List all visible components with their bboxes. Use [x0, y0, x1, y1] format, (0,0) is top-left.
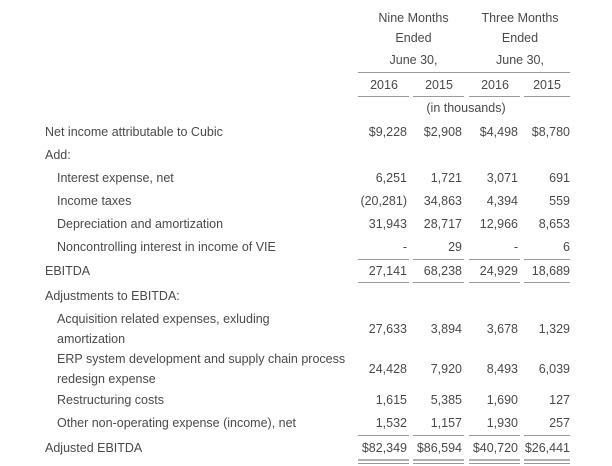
row-adjusted-ebitda-value: $82,349 — [361, 441, 407, 455]
row-label-erp-system: ERP system development and supply chain … — [57, 352, 346, 366]
row-acquisition-expenses-value: 3,894 — [430, 322, 462, 336]
row-acquisition-expenses-value: 1,329 — [538, 322, 570, 336]
row-adjusted-ebitda-value: $26,441 — [524, 441, 570, 455]
row-label-income-taxes: Income taxes — [57, 194, 132, 208]
row-income-taxes-value: (20,281) — [360, 194, 407, 208]
row-noncontrolling-interest-value: - — [402, 240, 407, 254]
nine-months-header-line2: Ended — [395, 31, 432, 45]
row-adjusted-ebitda-value: $40,720 — [472, 441, 518, 455]
row-ebitda-value: 24,929 — [479, 264, 518, 278]
subtotal-rule-col4 — [524, 259, 570, 260]
row-label-net-income: Net income attributable to Cubic — [45, 125, 223, 139]
grand-total-double-rule-col4 — [524, 459, 570, 461]
row-label-noncontrolling-interest: Noncontrolling interest in income of VIE — [57, 240, 276, 254]
row-acquisition-expenses-value: 27,633 — [368, 322, 407, 336]
grand-total-double-rule-col2 — [413, 459, 464, 461]
row-interest-expense-value: 691 — [549, 171, 570, 185]
year-header-col3: 2016 — [481, 78, 509, 92]
row-net-income-value: $4,498 — [479, 125, 518, 139]
grand-total-second-rule-col2 — [413, 463, 464, 464]
ebitda-rule-col1 — [358, 282, 409, 283]
total-rule-col2 — [413, 435, 464, 436]
row-interest-expense-value: 3,071 — [486, 171, 518, 185]
total-rule-col4 — [524, 435, 570, 436]
subtotal-rule-col3 — [469, 259, 520, 260]
subtotal-rule-col1 — [358, 259, 409, 260]
row-other-non-operating-value: 1,930 — [486, 416, 518, 430]
ebitda-rule-col4 — [524, 282, 570, 283]
row-label-restructuring-costs: Restructuring costs — [57, 393, 164, 407]
row-net-income-value: $9,228 — [368, 125, 407, 139]
row-label-add: Add: — [45, 148, 71, 162]
row-income-taxes-value: 559 — [549, 194, 570, 208]
row-label-interest-expense: Interest expense, net — [57, 171, 174, 185]
row-net-income-value: $2,908 — [423, 125, 462, 139]
row-depreciation-value: 8,653 — [538, 217, 570, 231]
row-net-income-value: $8,780 — [531, 125, 570, 139]
row-label-erp-system-cont: redesign expense — [57, 372, 156, 386]
row-label-other-non-operating: Other non-operating expense (income), ne… — [57, 416, 297, 430]
nine-months-header-line1: Nine Months — [378, 11, 449, 25]
row-noncontrolling-interest-value: - — [513, 240, 518, 254]
date-header-rule — [358, 72, 570, 73]
row-depreciation-value: 12,966 — [479, 217, 518, 231]
row-label-acquisition-expenses-cont: amortization — [57, 332, 126, 346]
units-label: (in thousands) — [426, 101, 506, 115]
ebitda-rule-col2 — [413, 282, 464, 283]
row-adjusted-ebitda-value: $86,594 — [416, 441, 462, 455]
three-months-header-line1: Three Months — [481, 11, 559, 25]
three-months-header-line2: Ended — [501, 31, 539, 45]
row-erp-system-value: 7,920 — [430, 362, 462, 376]
subtotal-rule-col2 — [413, 259, 464, 260]
year-rule-col2 — [413, 96, 464, 97]
year-rule-col1 — [358, 96, 409, 97]
row-income-taxes-value: 4,394 — [486, 194, 518, 208]
row-label-acquisition-expenses: Acquisition related expenses, exluding — [57, 312, 270, 326]
row-erp-system-value: 8,493 — [486, 362, 518, 376]
row-restructuring-costs-value: 5,385 — [430, 393, 462, 407]
row-label-ebitda: EBITDA — [45, 264, 91, 278]
row-restructuring-costs-value: 1,690 — [486, 393, 518, 407]
year-rule-col4 — [524, 96, 570, 97]
row-erp-system-value: 6,039 — [538, 362, 570, 376]
row-erp-system-value: 24,428 — [368, 362, 407, 376]
year-rule-col3 — [469, 96, 520, 97]
row-income-taxes-value: 34,863 — [423, 194, 462, 208]
grand-total-second-rule-col3 — [469, 463, 520, 464]
three-months-header-date: June 30, — [496, 53, 544, 67]
row-ebitda-value: 27,141 — [368, 264, 407, 278]
ebitda-rule-col3 — [469, 282, 520, 283]
year-header-col2: 2015 — [425, 78, 453, 92]
row-interest-expense-value: 1,721 — [430, 171, 462, 185]
grand-total-second-rule-col1 — [358, 463, 409, 464]
row-label-depreciation: Depreciation and amortization — [57, 217, 224, 231]
row-other-non-operating-value: 1,532 — [375, 416, 407, 430]
nine-months-header-date: June 30, — [389, 53, 438, 67]
row-depreciation-value: 31,943 — [368, 217, 407, 231]
row-acquisition-expenses-value: 3,678 — [486, 322, 518, 336]
grand-total-double-rule-col1 — [358, 459, 409, 461]
total-rule-col3 — [469, 435, 520, 436]
row-noncontrolling-interest-value: 6 — [563, 240, 570, 254]
row-ebitda-value: 68,238 — [423, 264, 462, 278]
row-ebitda-value: 18,689 — [531, 264, 570, 278]
grand-total-double-rule-col3 — [469, 459, 520, 461]
row-label-adjusted-ebitda: Adjusted EBITDA — [45, 441, 143, 455]
year-header-col4: 2015 — [533, 78, 561, 92]
row-noncontrolling-interest-value: 29 — [448, 240, 462, 254]
row-label-adjustments: Adjustments to EBITDA: — [45, 289, 180, 303]
year-header-col1: 2016 — [370, 78, 398, 92]
row-restructuring-costs-value: 1,615 — [375, 393, 407, 407]
row-depreciation-value: 28,717 — [423, 217, 462, 231]
row-interest-expense-value: 6,251 — [375, 171, 407, 185]
grand-total-second-rule-col4 — [524, 463, 570, 464]
row-restructuring-costs-value: 127 — [549, 393, 570, 407]
row-other-non-operating-value: 1,157 — [430, 416, 462, 430]
total-rule-col1 — [358, 435, 409, 436]
row-other-non-operating-value: 257 — [549, 416, 570, 430]
